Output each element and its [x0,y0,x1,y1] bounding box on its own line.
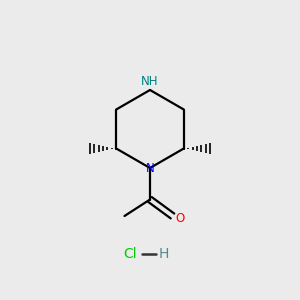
Text: Cl: Cl [124,247,137,260]
Text: O: O [176,212,184,225]
Text: N: N [146,162,154,175]
Text: NH: NH [141,75,159,88]
Text: H: H [158,247,169,260]
